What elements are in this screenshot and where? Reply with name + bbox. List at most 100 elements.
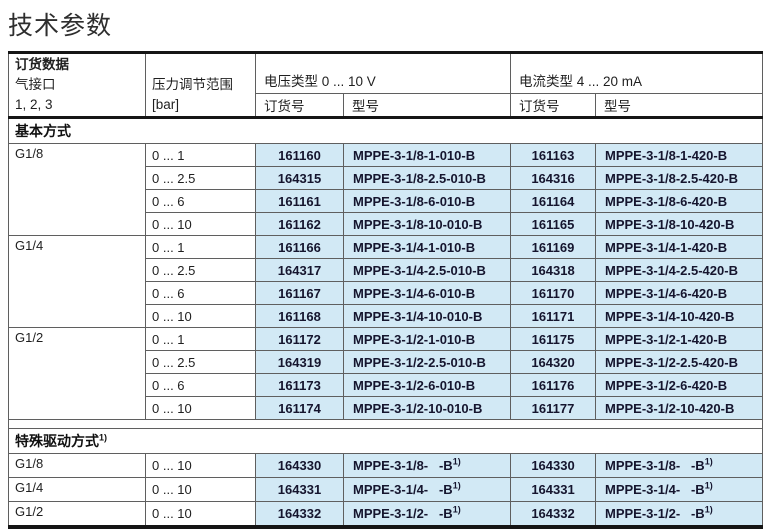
current-type-cell: MPPE-3-1/4-10-420-B xyxy=(595,304,764,328)
current-type-cell: MPPE-3-1/2- -B1) xyxy=(595,501,764,528)
voltage-type-cell: MPPE-3-1/2-1-010-B xyxy=(342,327,512,351)
current-order-no-cell: 161175 xyxy=(510,327,597,351)
port-label: 气接口 xyxy=(15,77,56,92)
port-cell: G1/8 xyxy=(8,453,146,478)
footnote-ref: 1) xyxy=(452,480,461,491)
table-row: G1/4 0 ... 10 164331 MPPE-3-1/4- -B1) 16… xyxy=(8,477,764,502)
table-row: 0 ... 2.5 164317 MPPE-3-1/4-2.5-010-B 16… xyxy=(9,258,764,282)
page-title: 技术参数 xyxy=(8,12,113,40)
voltage-order-no-cell: 161161 xyxy=(255,189,344,213)
current-type-cell: MPPE-3-1/8-10-420-B xyxy=(595,212,764,236)
table-row: 0 ... 10 161168 MPPE-3-1/4-10-010-B 1611… xyxy=(9,304,764,328)
voltage-order-no-header: 订货号 xyxy=(255,93,344,118)
range-cell: 0 ... 2.5 xyxy=(145,166,256,190)
header-row-sub: 订货号 型号 订货号 型号 xyxy=(9,93,764,118)
current-order-no-cell: 164318 xyxy=(510,258,597,282)
range-cell: 0 ... 1 xyxy=(145,327,256,351)
port-cell: G1/2 xyxy=(8,501,146,528)
range-cell: 0 ... 2.5 xyxy=(145,350,256,374)
current-order-no-cell: 164316 xyxy=(510,166,597,190)
spacer-row xyxy=(7,419,764,429)
voltage-order-no-cell: 161160 xyxy=(255,143,344,167)
voltage-type-cell: MPPE-3-1/2-2.5-010-B xyxy=(342,350,512,374)
voltage-type-cell: MPPE-3-1/2-6-010-B xyxy=(342,373,512,397)
current-type-cell: MPPE-3-1/2-6-420-B xyxy=(595,373,764,397)
footnote-ref: 1) xyxy=(452,504,461,515)
current-order-no-cell: 161170 xyxy=(510,281,597,305)
port-numbers: 1, 2, 3 xyxy=(15,97,53,112)
table-row: G1/8 0 ... 10 164330 MPPE-3-1/8- -B1) 16… xyxy=(8,453,764,478)
range-cell: 0 ... 10 xyxy=(145,396,256,420)
voltage-order-no-cell: 161173 xyxy=(255,373,344,397)
section-basic-label: 基本方式 xyxy=(7,117,764,144)
range-cell: 0 ... 6 xyxy=(145,373,256,397)
range-cell: 0 ... 2.5 xyxy=(145,258,256,282)
voltage-type-cell: MPPE-3-1/8- -B1) xyxy=(342,453,512,478)
voltage-type-header: 型号 xyxy=(342,93,512,118)
current-group-header: 电流类型 4 ... 20 mA xyxy=(510,52,764,94)
header-row-groups: 订货数据 气接口 1, 2, 3 压力调节范围 [bar] 电压类型 0 ...… xyxy=(8,52,764,118)
current-type-cell: MPPE-3-1/4-2.5-420-B xyxy=(595,258,764,282)
current-type-header: 型号 xyxy=(595,93,764,118)
table-row: G1/4 0 ... 1 161166 MPPE-3-1/4-1-010-B 1… xyxy=(8,235,764,328)
range-cell: 0 ... 6 xyxy=(145,189,256,213)
table-row: 0 ... 6 161167 MPPE-3-1/4-6-010-B 161170… xyxy=(9,281,764,305)
voltage-type-cell: MPPE-3-1/4-6-010-B xyxy=(342,281,512,305)
section-special: 特殊驱动方式1) xyxy=(7,428,764,454)
header-pressure-cell: 压力调节范围 [bar] xyxy=(145,52,256,118)
voltage-order-no-cell: 161166 xyxy=(255,235,344,259)
range-cell: 0 ... 10 xyxy=(145,477,256,502)
voltage-type-cell: MPPE-3-1/8-1-010-B xyxy=(342,143,512,167)
port-cell: G1/4 xyxy=(8,235,146,328)
current-type-cell: MPPE-3-1/8-1-420-B xyxy=(595,143,764,167)
table-row: 0 ... 10 161162 MPPE-3-1/8-10-010-B 1611… xyxy=(9,212,764,236)
pressure-unit-label: [bar] xyxy=(152,97,180,112)
current-order-no-cell: 161177 xyxy=(510,396,597,420)
table-row: 0 ... 6 161161 MPPE-3-1/8-6-010-B 161164… xyxy=(9,189,764,213)
table-row: G1/2 0 ... 10 164332 MPPE-3-1/2- -B1) 16… xyxy=(8,501,764,528)
range-cell: 0 ... 10 xyxy=(145,453,256,478)
range-cell: 0 ... 10 xyxy=(145,304,256,328)
table-row: 0 ... 2.5 164315 MPPE-3-1/8-2.5-010-B 16… xyxy=(9,166,764,190)
ordering-data-label: 订货数据 xyxy=(15,57,69,72)
section-special-label: 特殊驱动方式 xyxy=(15,433,99,449)
table-row: G1/2 0 ... 1 161172 MPPE-3-1/2-1-010-B 1… xyxy=(8,327,764,420)
current-order-no-cell: 161176 xyxy=(510,373,597,397)
footnote-ref: 1) xyxy=(704,480,713,491)
current-type-cell: MPPE-3-1/4-6-420-B xyxy=(595,281,764,305)
current-order-no-cell: 164330 xyxy=(510,453,597,478)
voltage-type-cell: MPPE-3-1/4- -B1) xyxy=(342,477,512,502)
footnote-ref: 1) xyxy=(704,456,713,467)
current-type-cell: MPPE-3-1/8-6-420-B xyxy=(595,189,764,213)
voltage-type-cell: MPPE-3-1/4-2.5-010-B xyxy=(342,258,512,282)
section-basic: 基本方式 xyxy=(7,117,764,144)
current-order-no-cell: 161163 xyxy=(510,143,597,167)
range-cell: 0 ... 10 xyxy=(145,212,256,236)
current-type-cell: MPPE-3-1/2-10-420-B xyxy=(595,396,764,420)
voltage-order-no-cell: 161172 xyxy=(255,327,344,351)
footnote-ref: 1) xyxy=(99,432,108,443)
range-cell: 0 ... 1 xyxy=(145,143,256,167)
range-cell: 0 ... 6 xyxy=(145,281,256,305)
port-cell: G1/8 xyxy=(8,143,146,236)
current-type-cell: MPPE-3-1/4-1-420-B xyxy=(595,235,764,259)
voltage-type-cell: MPPE-3-1/2-10-010-B xyxy=(342,396,512,420)
current-type-cell: MPPE-3-1/8- -B1) xyxy=(595,453,764,478)
current-order-no-cell: 161171 xyxy=(510,304,597,328)
voltage-order-no-cell: 164331 xyxy=(255,477,344,502)
voltage-order-no-cell: 164317 xyxy=(255,258,344,282)
voltage-group-header: 电压类型 0 ... 10 V xyxy=(254,52,512,94)
current-order-no-cell: 161169 xyxy=(510,235,597,259)
pressure-range-label: 压力调节范围 xyxy=(152,77,233,92)
current-order-no-header: 订货号 xyxy=(510,93,597,118)
voltage-type-cell: MPPE-3-1/4-1-010-B xyxy=(342,235,512,259)
voltage-order-no-cell: 161168 xyxy=(255,304,344,328)
current-type-cell: MPPE-3-1/4- -B1) xyxy=(595,477,764,502)
port-cell: G1/2 xyxy=(8,327,146,420)
voltage-type-cell: MPPE-3-1/8-10-010-B xyxy=(342,212,512,236)
voltage-type-cell: MPPE-3-1/2- -B1) xyxy=(342,501,512,528)
range-cell: 0 ... 1 xyxy=(145,235,256,259)
current-order-no-cell: 161165 xyxy=(510,212,597,236)
voltage-type-cell: MPPE-3-1/4-10-010-B xyxy=(342,304,512,328)
current-order-no-cell: 164331 xyxy=(510,477,597,502)
